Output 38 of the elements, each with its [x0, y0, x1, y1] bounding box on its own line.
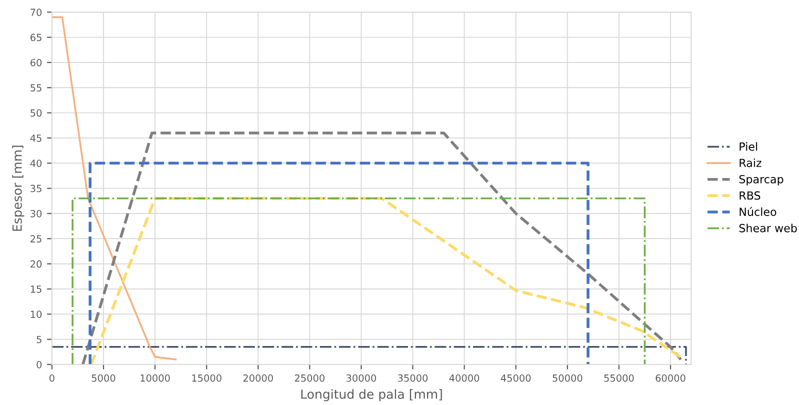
- y-tick-label: 15: [30, 286, 42, 293]
- x-axis-title: Longitud de pala [mm]: [301, 389, 442, 402]
- legend-label: Shear web: [739, 224, 797, 232]
- line-series: [81, 132, 682, 364]
- y-tick-label: 60: [30, 58, 42, 66]
- y-axis-title: Espesor [mm]: [12, 146, 24, 231]
- y-tick-label: 20: [30, 260, 42, 268]
- x-tick-label: 35000: [398, 374, 428, 382]
- x-tick-label: 40000: [449, 374, 480, 382]
- x-tick-label: 0: [49, 374, 54, 382]
- y-tick-label: 30: [30, 210, 42, 218]
- x-tick-label: 50000: [552, 374, 582, 382]
- x-tick-label: 10000: [140, 374, 170, 382]
- y-tick-label: 50: [30, 109, 42, 117]
- y-tick-label: 35: [30, 184, 42, 192]
- x-tick-label: 55000: [604, 374, 634, 382]
- x-tick-label: 25000: [294, 374, 324, 382]
- legend-label: Raiz: [740, 158, 762, 168]
- legend-label: RBS: [740, 191, 760, 200]
- legend-label: Núcleo: [740, 206, 776, 216]
- legend-label: Sparcap: [739, 174, 784, 186]
- y-tick-label: 5: [36, 336, 42, 344]
- legend-label: Piel: [740, 142, 758, 151]
- y-tick-label: 70: [30, 8, 42, 16]
- x-tick-label: 30000: [346, 374, 376, 382]
- x-tick-label: 15000: [192, 374, 222, 382]
- y-tick-label: 45: [30, 134, 42, 142]
- y-tick-label: 65: [30, 34, 42, 42]
- y-tick-label: 40: [30, 160, 42, 167]
- y-tick-label: 0: [36, 360, 42, 368]
- x-tick-label: 20000: [243, 374, 273, 382]
- y-tick-label: 55: [30, 84, 42, 92]
- x-tick-label: 5000: [92, 374, 116, 382]
- y-tick-label: 10: [30, 310, 42, 318]
- line-series: [52, 16, 177, 360]
- x-tick-label: 45000: [500, 374, 531, 382]
- y-tick-label: 25: [30, 235, 42, 242]
- x-tick-label: 60000: [656, 374, 686, 382]
